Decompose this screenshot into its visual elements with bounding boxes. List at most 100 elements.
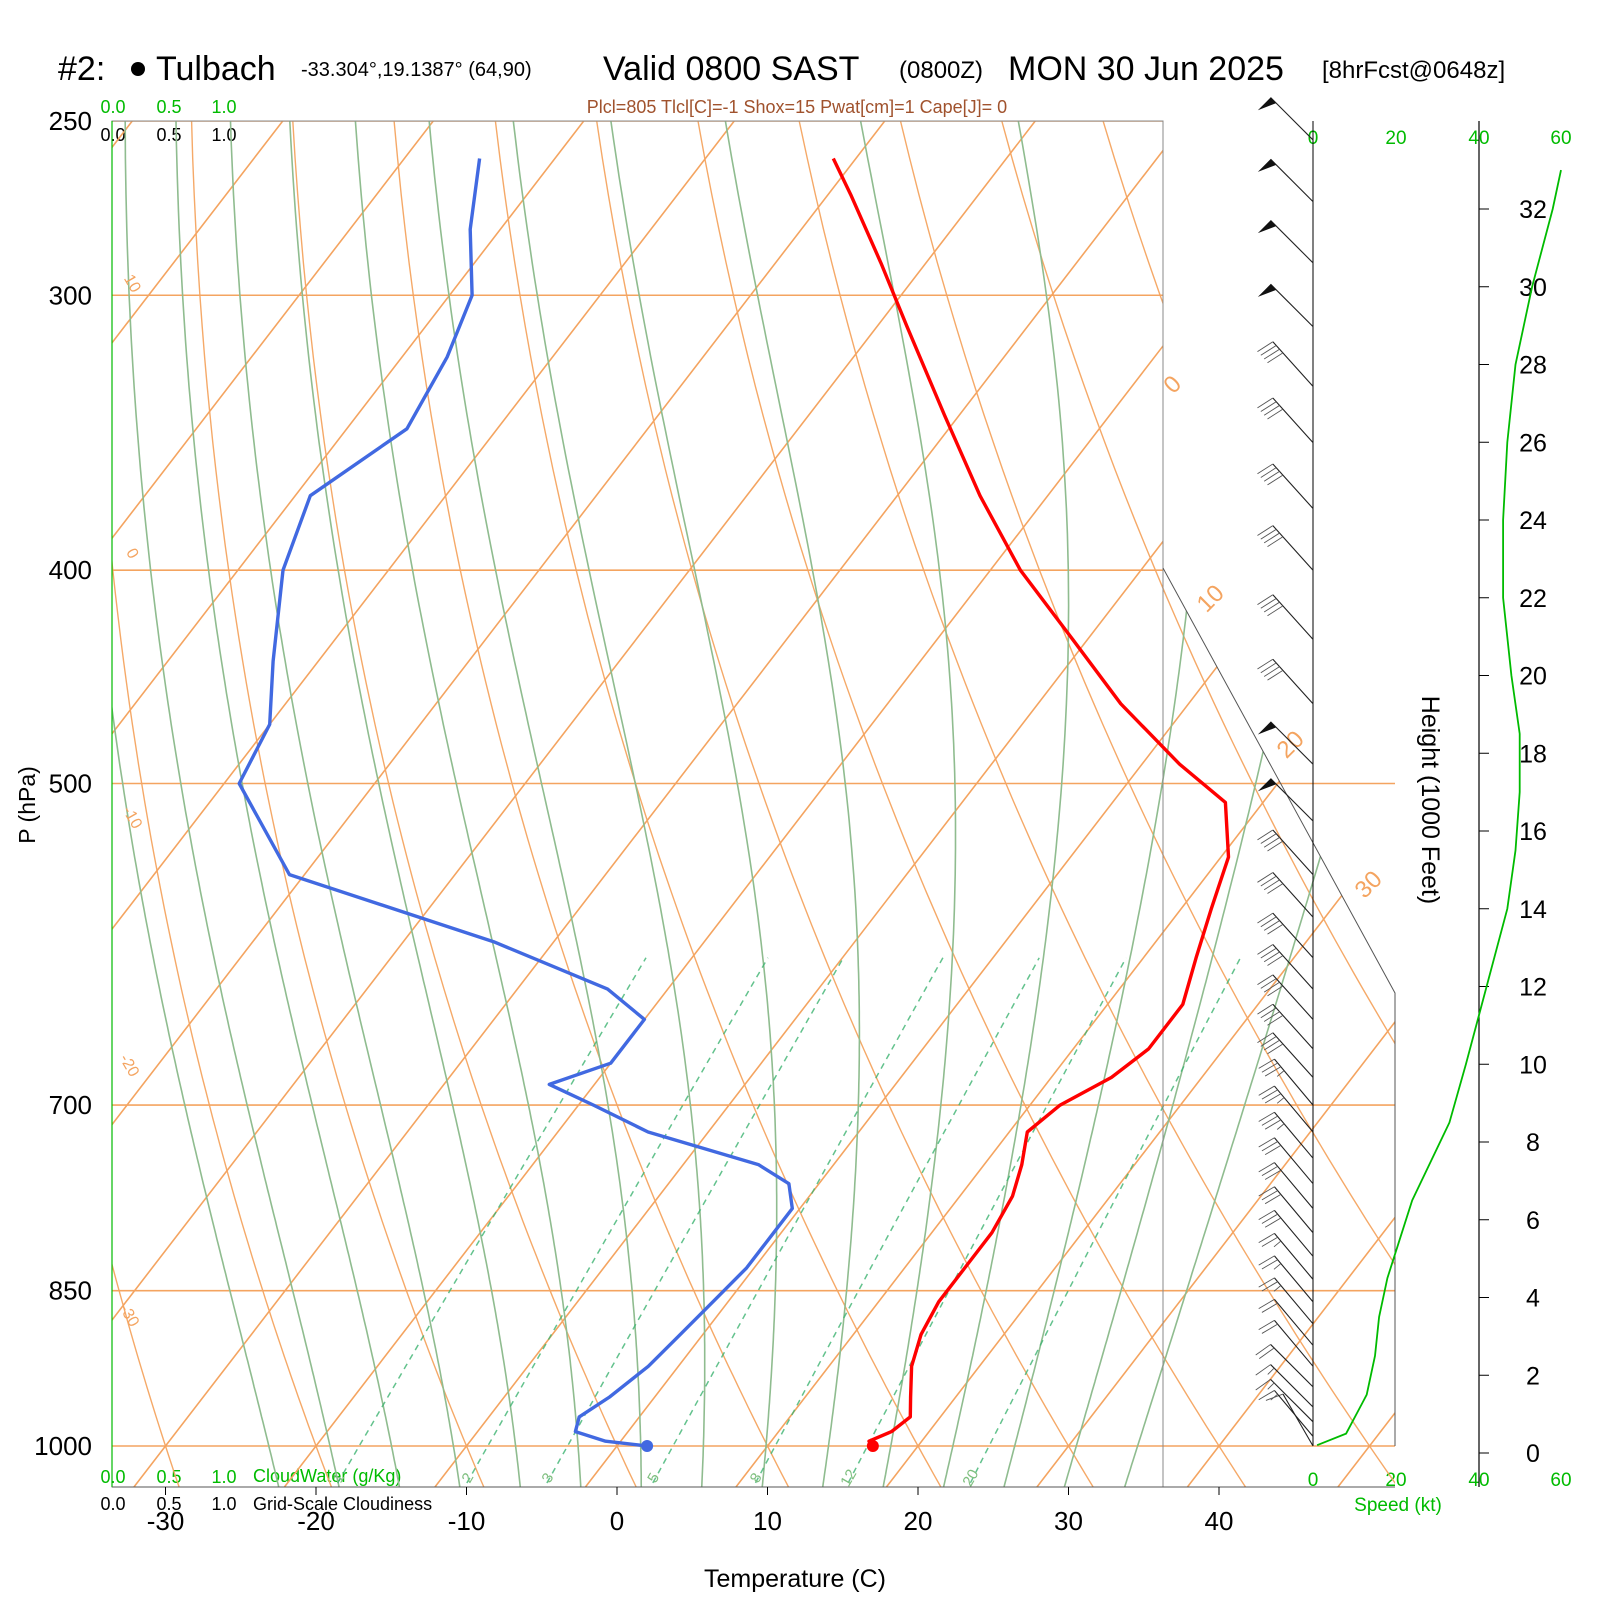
barb-flag bbox=[1265, 1145, 1281, 1154]
barb-flag bbox=[1265, 1120, 1281, 1129]
barb-shaft bbox=[1273, 398, 1313, 443]
barb-flag bbox=[1262, 1260, 1278, 1269]
isotherm-label: -10 bbox=[119, 803, 145, 832]
mixing-ratio-line bbox=[966, 958, 1241, 1493]
barb-shaft bbox=[1274, 1299, 1313, 1345]
barb-flag bbox=[1264, 405, 1279, 415]
valid-date: MON 30 Jun 2025 bbox=[1008, 50, 1284, 88]
barb-flag bbox=[1268, 1015, 1283, 1025]
dry-adiabat bbox=[891, 82, 1554, 1493]
isotherm bbox=[280, 82, 1366, 1493]
barb-flag bbox=[1262, 1214, 1278, 1223]
barb-flag bbox=[1257, 913, 1272, 923]
barb-shaft bbox=[1271, 220, 1313, 262]
temperature-tick-label: 30 bbox=[1054, 1506, 1083, 1536]
barb-flag bbox=[1257, 659, 1272, 669]
barb-flag bbox=[1264, 982, 1279, 992]
isotherm bbox=[1334, 82, 1600, 1493]
height-tick-label: 8 bbox=[1526, 1129, 1540, 1157]
dewpoint-line bbox=[239, 159, 792, 1447]
wind-barb bbox=[1258, 98, 1313, 140]
dry-adiabat bbox=[291, 82, 639, 1493]
barb-flag bbox=[1257, 830, 1272, 840]
temperature-tick-label: 40 bbox=[1205, 1506, 1234, 1536]
barb-flag bbox=[1262, 1166, 1278, 1175]
station-coords: -33.304°,19.1387° (64,90) bbox=[301, 59, 532, 81]
wind-barb bbox=[1259, 1059, 1313, 1105]
isotherm bbox=[1033, 82, 1600, 1493]
barb-shaft bbox=[1274, 1059, 1313, 1105]
wind-barb bbox=[1257, 913, 1313, 958]
wind-barb bbox=[1259, 1278, 1313, 1324]
pressure-tick-label: 700 bbox=[49, 1090, 92, 1120]
barb-flag bbox=[1259, 1138, 1275, 1147]
forecast-info: [8hrFcst@0648z] bbox=[1322, 57, 1505, 84]
barb-half-flag bbox=[1271, 1394, 1278, 1400]
barb-flag bbox=[1268, 353, 1283, 363]
barb-flag bbox=[1268, 537, 1283, 547]
mixing-ratio-label: 20 bbox=[959, 1467, 982, 1490]
height-tick-label: 10 bbox=[1519, 1051, 1547, 1079]
moist-adiabat bbox=[229, 82, 460, 1493]
isotherm-label: 20 bbox=[1272, 726, 1310, 764]
barb-pennant bbox=[1258, 159, 1276, 172]
barb-half-flag bbox=[1268, 1368, 1274, 1374]
barb-shaft bbox=[1274, 1187, 1313, 1233]
height-tick-label: 14 bbox=[1519, 896, 1547, 924]
mixing-ratio-line bbox=[648, 958, 943, 1493]
barb-shaft bbox=[1271, 159, 1313, 201]
barb-flag bbox=[1264, 667, 1279, 677]
barb-half-flag bbox=[1274, 1264, 1281, 1270]
dry-adiabat bbox=[591, 82, 1097, 1493]
height-tick-label: 12 bbox=[1519, 974, 1547, 1002]
height-tick-label: 30 bbox=[1519, 274, 1547, 302]
temperature-tick-label: 20 bbox=[904, 1506, 933, 1536]
barb-shaft bbox=[1271, 284, 1313, 326]
wind-barb bbox=[1257, 526, 1313, 571]
moist-adiabat bbox=[77, 82, 280, 1493]
pressure-tick-label: 250 bbox=[49, 106, 92, 136]
temperature-tick-label: -30 bbox=[147, 1506, 185, 1536]
barb-shaft bbox=[1273, 464, 1313, 509]
wind-barb bbox=[1259, 1256, 1313, 1302]
barb-half-flag bbox=[1268, 1383, 1274, 1389]
mixing-ratio-label: 12 bbox=[837, 1467, 860, 1490]
dry-adiabat bbox=[491, 82, 944, 1493]
height-tick-label: 22 bbox=[1519, 585, 1547, 613]
pressure-tick-label: 400 bbox=[49, 555, 92, 585]
cloudwater-tick: 0.0 bbox=[100, 97, 125, 117]
title-bar: #2: Tulbach -33.304°,19.1387° (64,90) Va… bbox=[58, 50, 1505, 88]
temperature-tick-label: 0 bbox=[610, 1506, 624, 1536]
barb-flag bbox=[1257, 872, 1272, 882]
pressure-axis-label: P (hPa) bbox=[14, 766, 40, 844]
moist-adiabat bbox=[1063, 82, 1364, 1493]
wind-barb bbox=[1257, 830, 1313, 875]
barb-flag bbox=[1259, 1059, 1275, 1068]
speed-axis-top: 0 20 40 60 bbox=[1308, 128, 1572, 149]
barb-shaft bbox=[1273, 595, 1313, 640]
barb-flag bbox=[1264, 471, 1279, 481]
barb-flag bbox=[1265, 1170, 1281, 1179]
moist-adiabat bbox=[853, 82, 955, 1493]
barb-flag bbox=[1268, 670, 1283, 680]
sounding-parameters: Plcl=805 Tlcl[C]=-1 Shox=15 Pwat[cm]=1 C… bbox=[587, 97, 1007, 117]
dewpoint-surface-marker bbox=[641, 1440, 653, 1452]
moist-adiabat bbox=[719, 82, 859, 1493]
moist-adiabat bbox=[942, 82, 1068, 1493]
speed-tick: 60 bbox=[1550, 1470, 1571, 1491]
wind-barb bbox=[1259, 1163, 1313, 1209]
mixing-ratio-label: 2 bbox=[458, 1470, 477, 1486]
barb-flag bbox=[1261, 834, 1276, 844]
barb-pennant bbox=[1258, 284, 1276, 297]
wind-barb bbox=[1256, 1379, 1313, 1421]
height-tick-label: 18 bbox=[1519, 740, 1547, 768]
cloudwater-tick: 0.0 bbox=[100, 1467, 125, 1487]
barb-half-flag bbox=[1274, 1241, 1281, 1247]
barb-flag bbox=[1264, 533, 1279, 543]
barb-shaft bbox=[1274, 1320, 1313, 1366]
barb-shaft bbox=[1271, 779, 1313, 821]
barb-flag bbox=[1264, 1012, 1279, 1022]
cloudwater-tick: 1.0 bbox=[211, 97, 236, 117]
barb-shaft bbox=[1274, 1390, 1313, 1436]
